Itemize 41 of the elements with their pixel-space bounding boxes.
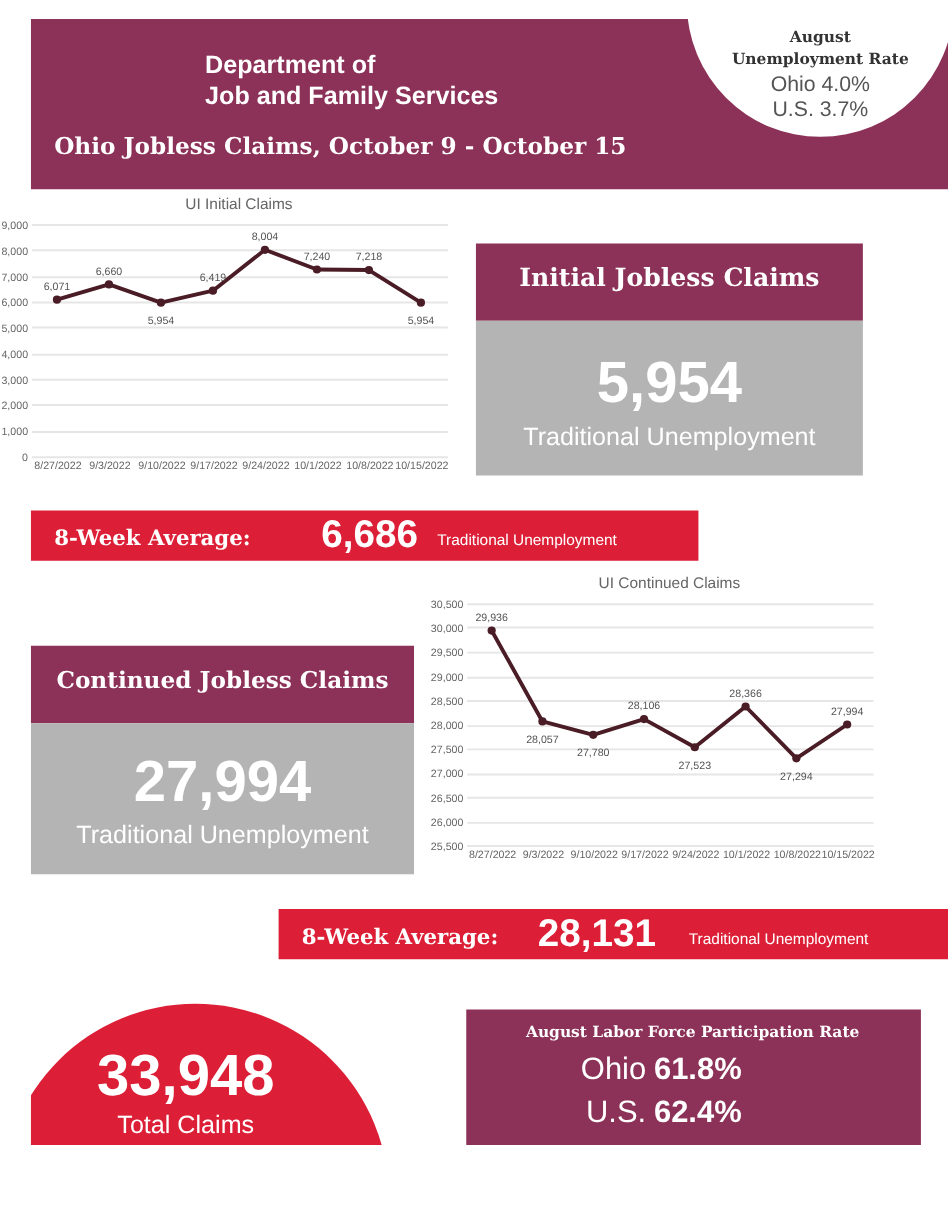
point xyxy=(639,714,649,724)
text: Traditional Unemployment xyxy=(688,929,871,948)
text: Ohio xyxy=(580,1053,647,1088)
text: 5,954 xyxy=(596,352,743,417)
text: 8-Week Average: xyxy=(54,525,251,552)
chart-title: UI Continued Claims xyxy=(598,573,741,592)
text: 62.4% xyxy=(653,1095,743,1130)
point xyxy=(104,280,114,289)
text: Total Claims xyxy=(117,1111,255,1140)
point xyxy=(792,754,801,763)
chart-title: UI Initial Claims xyxy=(185,194,293,213)
text: Continued Jobless Claims xyxy=(56,666,390,695)
point xyxy=(52,295,62,304)
text: 8-Week Average: xyxy=(301,923,499,950)
text: U.S. xyxy=(586,1095,647,1130)
point xyxy=(416,298,426,307)
text: 6,686 xyxy=(321,513,419,558)
point xyxy=(843,720,852,729)
point xyxy=(741,702,750,711)
point xyxy=(208,286,218,295)
point xyxy=(156,298,166,307)
text: 61.8% xyxy=(653,1053,743,1088)
text: Department of xyxy=(205,51,378,80)
point xyxy=(260,245,270,254)
text: 27,994 xyxy=(133,750,312,815)
point xyxy=(487,626,496,635)
text: Job and Family Services xyxy=(205,82,499,111)
text: 28,131 xyxy=(537,911,657,956)
text: U.S. 3.7% xyxy=(772,97,870,122)
point xyxy=(312,265,322,274)
point xyxy=(364,265,374,275)
point xyxy=(690,743,699,752)
text: Traditional Unemployment xyxy=(437,531,619,550)
text: Ohio 4.0% xyxy=(770,72,872,97)
text: Traditional Unemployment xyxy=(76,821,370,850)
text: Traditional Unemployment xyxy=(523,422,817,451)
text: Ohio Jobless Claims, October 9 - October 15 xyxy=(54,132,627,161)
text: Initial Jobless Claims xyxy=(519,261,820,292)
text: 33,948 xyxy=(96,1044,275,1109)
point xyxy=(589,730,598,739)
point xyxy=(538,717,547,726)
